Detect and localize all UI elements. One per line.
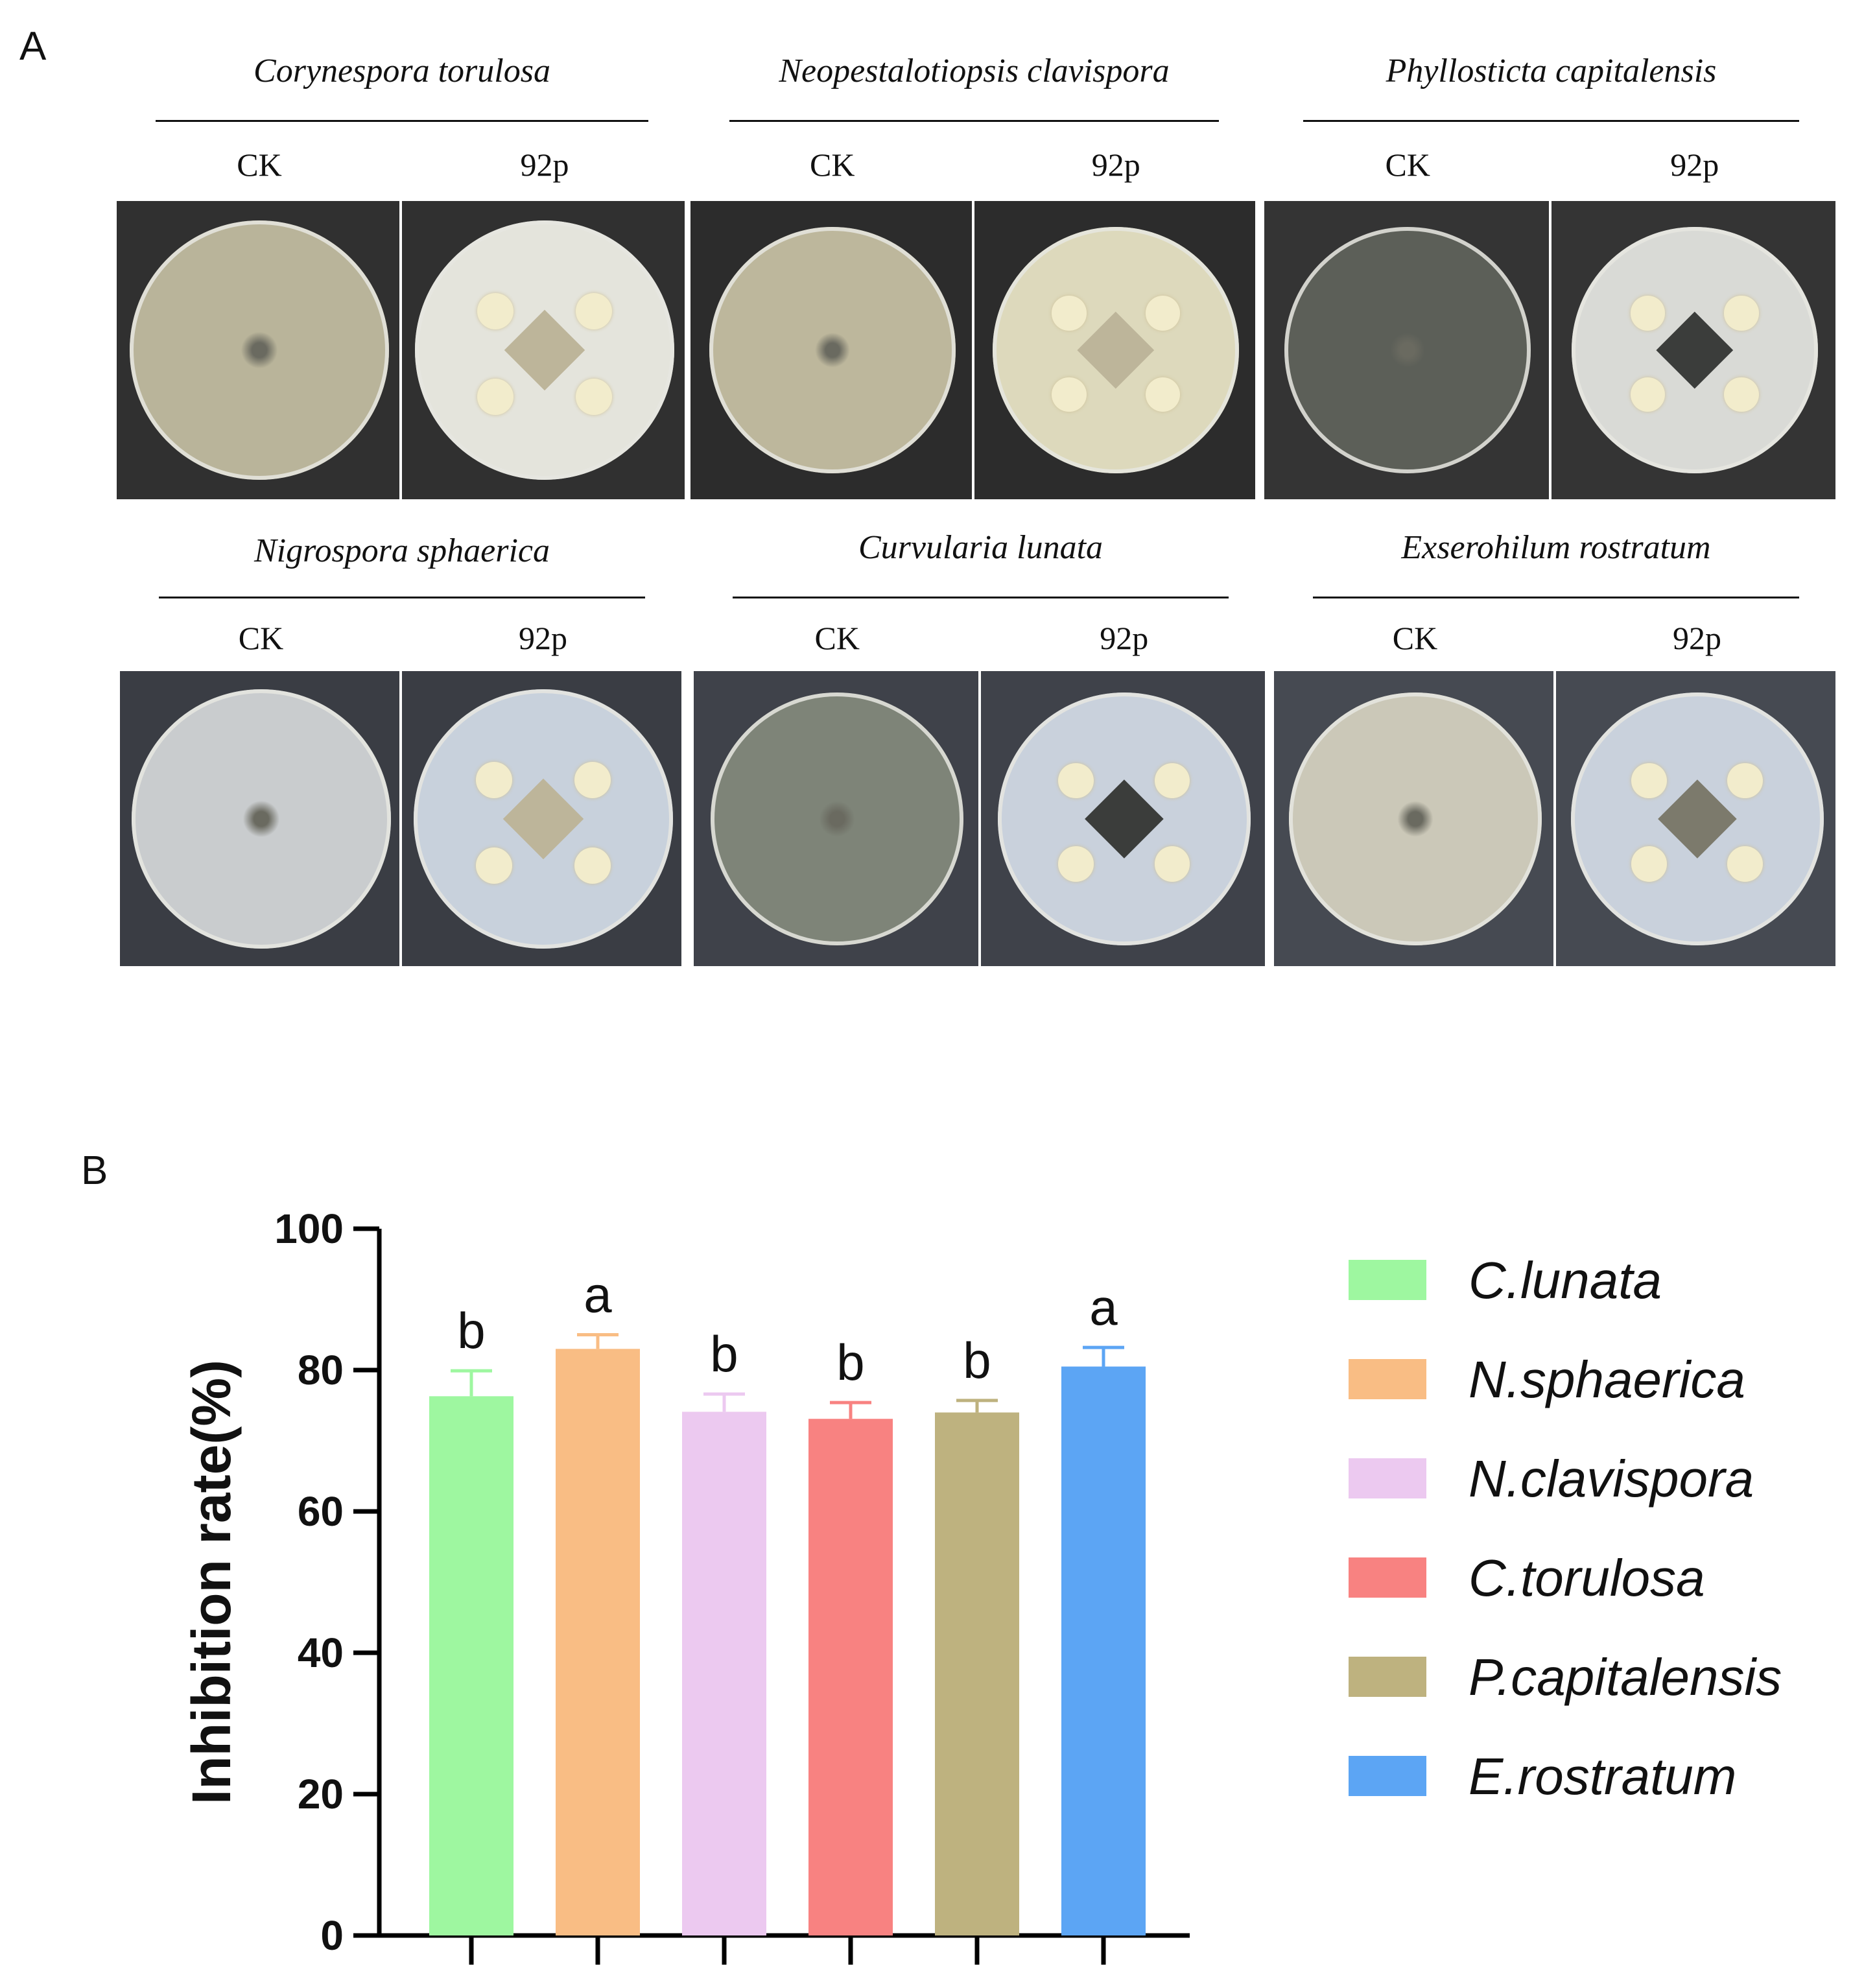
- legend-label: N.sphaerica: [1469, 1351, 1745, 1408]
- control-plate-photo: [120, 671, 399, 966]
- y-tick-label: 60: [298, 1488, 344, 1535]
- dish-rim: [415, 220, 674, 480]
- dish-rim: [709, 227, 956, 473]
- dish-rim: [993, 227, 1240, 473]
- species-title: Nigrospora sphaerica: [254, 532, 550, 569]
- significance-letter: a: [1089, 1279, 1118, 1336]
- legend-label: P.capitalensis: [1469, 1648, 1782, 1706]
- legend-swatch: [1349, 1657, 1426, 1697]
- treated-label: 92p: [1673, 620, 1721, 656]
- dish-rim: [997, 692, 1251, 945]
- treated-label: 92p: [1100, 620, 1149, 656]
- species-title: Phyllosticta capitalensis: [1386, 53, 1717, 89]
- ck-label: CK: [237, 147, 282, 183]
- species-title: Corynespora torulosa: [254, 53, 550, 89]
- ck-label: CK: [814, 620, 860, 656]
- y-tick-label: 20: [298, 1771, 344, 1817]
- control-plate-photo: [1264, 201, 1549, 499]
- significance-letter: b: [710, 1325, 738, 1382]
- treated-label: 92p: [519, 620, 567, 656]
- legend-label: E.rostratum: [1469, 1747, 1737, 1805]
- ck-label: CK: [810, 147, 855, 183]
- significance-letter: b: [457, 1302, 485, 1359]
- bar-P.capitalensis: [935, 1412, 1019, 1935]
- control-plate-photo: [117, 201, 399, 499]
- y-axis-label: Inhibition rate(%): [181, 1360, 242, 1805]
- dish-rim: [130, 220, 389, 480]
- species-title: Curvularia lunata: [858, 529, 1103, 566]
- dish-rim: [413, 689, 673, 949]
- treated-plate-photo: [1556, 671, 1835, 966]
- legend-label: C.torulosa: [1469, 1549, 1705, 1607]
- legend-label: C.lunata: [1469, 1251, 1662, 1309]
- y-tick-label: 40: [298, 1629, 344, 1676]
- species-underline: [159, 597, 645, 598]
- treated-label: 92p: [520, 147, 569, 183]
- bar-C.lunata: [429, 1396, 513, 1935]
- control-plate-photo: [694, 671, 978, 966]
- treated-plate-photo: [402, 201, 685, 499]
- ck-label: CK: [238, 620, 284, 656]
- panel-a-label: A: [19, 24, 47, 69]
- panel-b-label: B: [81, 1148, 108, 1193]
- legend-swatch: [1349, 1756, 1426, 1796]
- dish-rim: [711, 692, 964, 945]
- significance-letter: b: [963, 1332, 991, 1389]
- ck-label: CK: [1385, 147, 1430, 183]
- treated-plate-photo: [974, 201, 1255, 499]
- species-underline: [1313, 597, 1799, 598]
- dish-rim: [1570, 692, 1824, 945]
- y-tick-label: 80: [298, 1347, 344, 1393]
- treated-label: 92p: [1670, 147, 1719, 183]
- bar-E.rostratum: [1061, 1366, 1146, 1935]
- bar-C.torulosa: [808, 1419, 893, 1935]
- legend-swatch: [1349, 1458, 1426, 1498]
- legend-label: N.clavispora: [1469, 1450, 1754, 1508]
- dish-rim: [131, 689, 391, 949]
- legend-swatch: [1349, 1260, 1426, 1300]
- treated-plate-photo: [402, 671, 681, 966]
- control-plate-photo: [690, 201, 972, 499]
- species-underline: [156, 120, 648, 122]
- legend-swatch: [1349, 1557, 1426, 1598]
- species-title: Neopestalotiopsis clavispora: [779, 53, 1170, 89]
- treated-plate-photo: [980, 671, 1265, 966]
- bar-N.clavispora: [682, 1412, 766, 1935]
- legend-swatch: [1349, 1359, 1426, 1399]
- species-title: Exserohilum rostratum: [1401, 529, 1711, 566]
- control-plate-photo: [1274, 671, 1553, 966]
- y-tick-label: 100: [274, 1205, 344, 1252]
- species-underline: [1303, 120, 1799, 122]
- significance-letter: a: [584, 1266, 612, 1323]
- bar-chart: 0 20 40 60 80 100 Inhibition rate(%) b a b b b a: [181, 1205, 1190, 1965]
- ck-label: CK: [1392, 620, 1438, 656]
- bar-N.sphaerica: [556, 1349, 640, 1935]
- treated-label: 92p: [1091, 147, 1140, 183]
- species-underline: [729, 120, 1219, 122]
- species-underline: [733, 597, 1229, 598]
- dish-rim: [1571, 227, 1818, 473]
- treated-plate-photo: [1551, 201, 1835, 499]
- dish-rim: [1288, 692, 1542, 945]
- significance-letter: b: [836, 1334, 864, 1391]
- y-tick-label: 0: [320, 1912, 344, 1959]
- dish-rim: [1284, 227, 1531, 473]
